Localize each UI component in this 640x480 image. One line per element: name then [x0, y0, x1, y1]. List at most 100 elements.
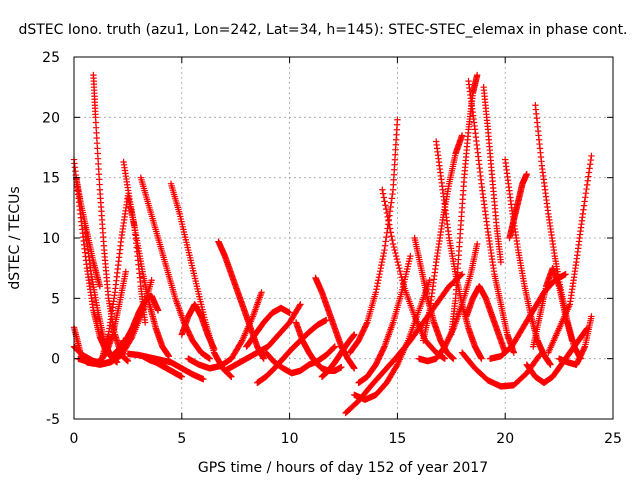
data-point — [379, 255, 386, 263]
data-point — [228, 373, 235, 380]
data-point — [381, 242, 389, 249]
data-point — [382, 202, 389, 209]
data-point — [458, 132, 466, 139]
data-point — [394, 258, 401, 266]
series-35 — [465, 77, 518, 356]
data-point — [109, 357, 117, 365]
x-tick-label: 20 — [496, 431, 514, 447]
data-point — [391, 246, 398, 254]
series-36 — [463, 283, 509, 356]
series-27 — [346, 116, 401, 356]
data-point — [387, 203, 394, 211]
y-tick-label: 0 — [51, 352, 60, 368]
data-point — [426, 277, 433, 284]
data-point — [372, 289, 380, 296]
data-point — [154, 307, 162, 314]
data-point — [227, 372, 234, 380]
data-point — [568, 337, 576, 344]
data-point — [523, 170, 530, 178]
series-33 — [433, 138, 485, 362]
data-point — [296, 302, 303, 309]
data-point — [390, 243, 398, 251]
data-point — [580, 206, 587, 213]
data-point — [396, 267, 404, 275]
data-point — [351, 331, 358, 338]
x-tick-label: 25 — [604, 431, 622, 447]
data-point — [584, 177, 591, 184]
data-point — [363, 320, 370, 327]
x-tick-label: 0 — [70, 431, 79, 447]
data-point — [399, 280, 407, 287]
series-43 — [530, 264, 576, 350]
data-point — [386, 225, 394, 232]
data-point — [373, 286, 380, 293]
data-point — [383, 209, 391, 217]
data-point — [260, 355, 267, 362]
data-point — [458, 271, 466, 278]
series-18 — [221, 301, 304, 374]
data-point — [331, 343, 339, 350]
series-6 — [70, 343, 117, 367]
x-tick-label: 5 — [177, 431, 186, 447]
series-37 — [480, 83, 505, 266]
data-point — [388, 199, 395, 206]
y-axis-title: dSTEC / TECUs — [7, 186, 23, 289]
series-16 — [178, 301, 218, 353]
data-point — [562, 271, 569, 278]
data-point — [375, 277, 382, 284]
series-20 — [243, 304, 293, 350]
data-point — [384, 213, 391, 221]
data-point — [586, 165, 593, 172]
series-45 — [545, 152, 595, 356]
data-point — [478, 355, 485, 362]
data-point — [585, 169, 593, 176]
series-11 — [137, 174, 214, 362]
data-point — [376, 267, 384, 275]
data-point — [395, 261, 402, 269]
data-point — [392, 252, 400, 260]
data-point — [393, 255, 401, 263]
series-15 — [185, 289, 265, 372]
data-point — [380, 252, 387, 260]
data-point — [396, 264, 403, 272]
data-points — [70, 71, 595, 417]
data-point — [385, 217, 392, 224]
y-tick-label: 15 — [42, 171, 60, 187]
data-point — [338, 363, 345, 371]
y-tick-label: 20 — [42, 110, 60, 126]
data-point — [547, 361, 554, 368]
data-point — [580, 202, 588, 209]
series-30 — [411, 234, 457, 362]
data-point — [497, 258, 505, 266]
y-tick-label: -5 — [46, 412, 60, 428]
x-tick-label: 15 — [388, 431, 406, 447]
data-point — [398, 274, 405, 281]
data-point — [387, 229, 394, 236]
data-point — [583, 181, 591, 189]
data-point — [386, 221, 393, 228]
data-point — [510, 349, 518, 356]
data-point — [581, 198, 588, 205]
data-point — [379, 190, 387, 197]
data-point — [579, 210, 587, 218]
data-point — [380, 194, 388, 201]
data-point — [383, 233, 390, 241]
series-24 — [318, 331, 358, 380]
data-point — [379, 186, 386, 193]
axis-ticks: 0 5 10 15 20 25 -5 0 5 10 15 20 25 — [42, 50, 622, 447]
data-point — [378, 261, 385, 269]
data-point — [585, 173, 592, 180]
data-point — [376, 271, 383, 278]
series-46 — [555, 313, 595, 368]
data-point — [394, 116, 401, 123]
data-point — [587, 156, 595, 164]
data-point — [587, 161, 594, 168]
y-tick-label: 5 — [51, 291, 60, 307]
data-point — [407, 252, 414, 260]
data-point — [381, 246, 388, 254]
data-point — [582, 194, 589, 201]
data-point — [581, 344, 588, 352]
data-point — [388, 233, 395, 240]
data-point — [375, 274, 383, 281]
series-34 — [448, 71, 481, 338]
